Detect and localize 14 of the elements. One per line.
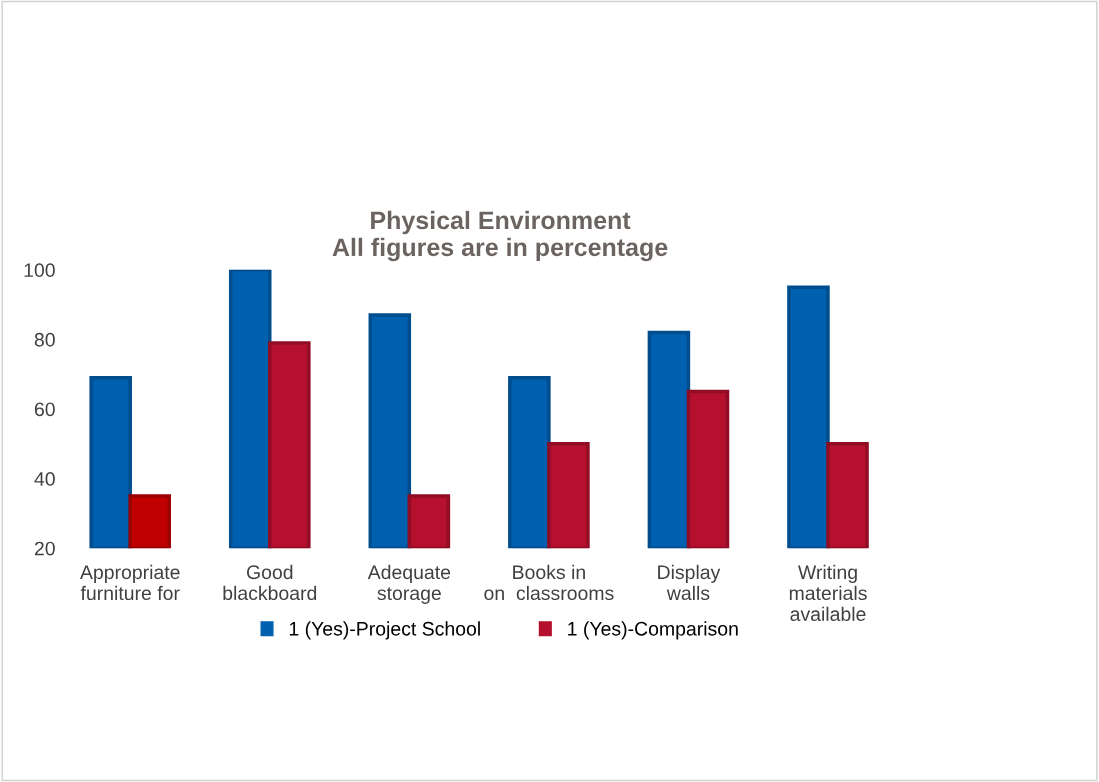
legend-label: 1 (Yes)-Project School <box>289 621 480 640</box>
legend-label: 1 (Yes)-Comparison <box>568 621 738 640</box>
y-tick-label: 20 <box>34 541 55 556</box>
x-tick-label: Adequate storage <box>367 564 451 604</box>
y-tick-label: 60 <box>34 402 55 417</box>
y-tick-label: 100 <box>24 263 55 278</box>
y-tick-label: 80 <box>34 332 55 347</box>
x-tick-label: Writing materials available <box>789 564 867 622</box>
chart-title: Physical Environment All figures are in percentage <box>332 210 668 262</box>
x-tick-label: Books in on classrooms <box>484 564 614 601</box>
x-tick-label: Display walls <box>658 564 721 601</box>
x-tick-label: Appropriate furniture for <box>80 564 180 601</box>
x-tick-label: Good blackboard <box>223 564 317 601</box>
y-tick-label: 40 <box>34 472 55 486</box>
